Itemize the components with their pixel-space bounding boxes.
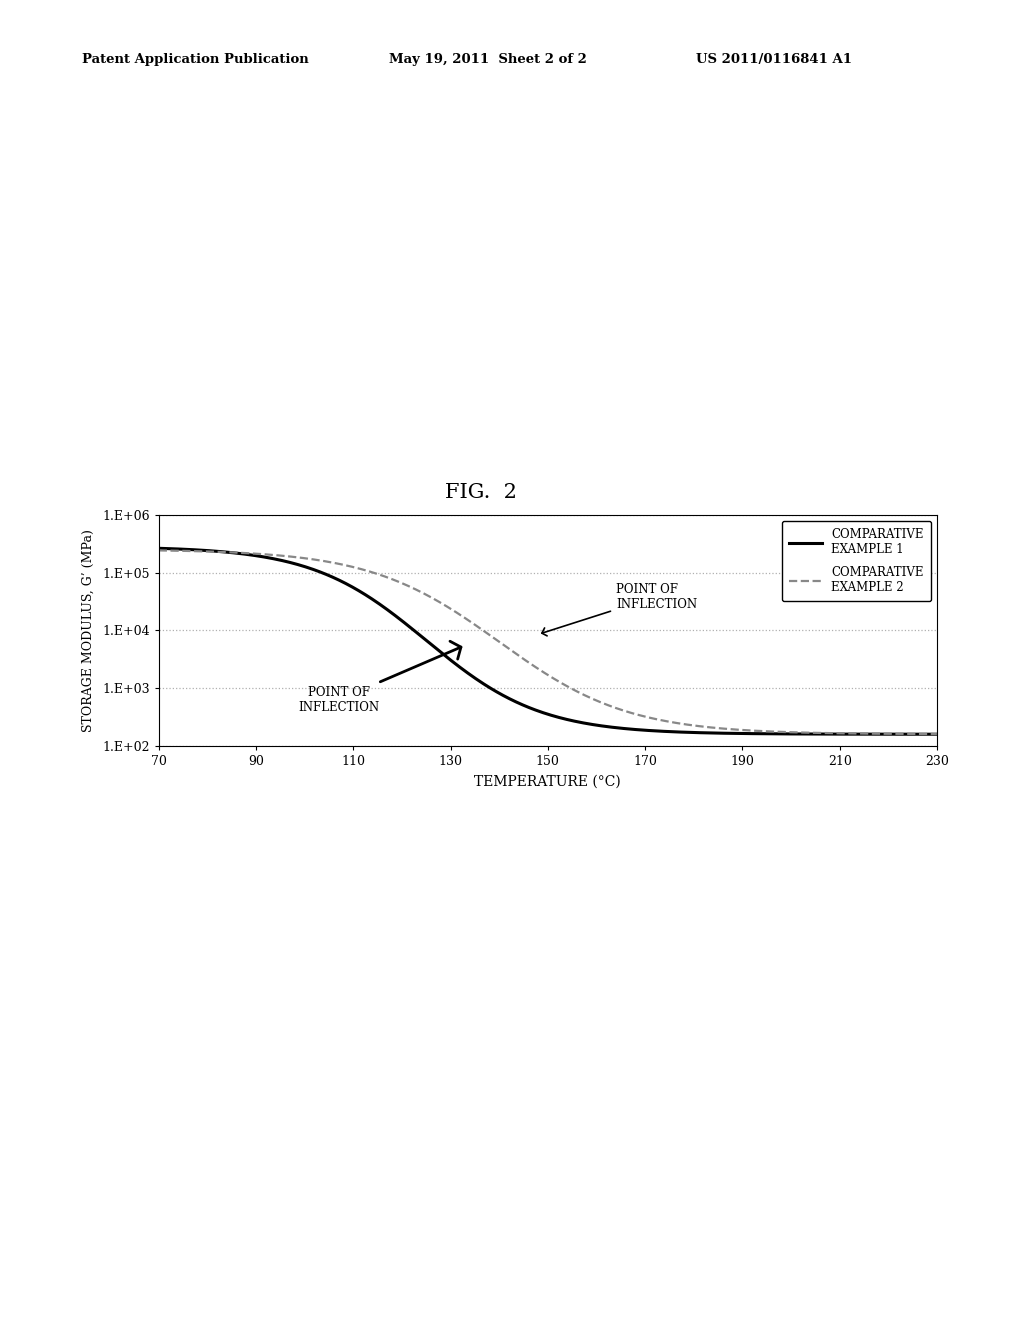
Text: POINT OF
INFLECTION: POINT OF INFLECTION: [542, 582, 697, 636]
COMPARATIVE
EXAMPLE 1: [738, 726, 751, 742]
COMPARATIVE
EXAMPLE 2: [290, 549, 302, 565]
Text: FIG.  2: FIG. 2: [445, 483, 517, 502]
COMPARATIVE
EXAMPLE 1: [505, 692, 517, 708]
COMPARATIVE
EXAMPLE 2: [505, 643, 517, 659]
COMPARATIVE
EXAMPLE 1: [290, 556, 302, 572]
Legend: COMPARATIVE
EXAMPLE 1, COMPARATIVE
EXAMPLE 2: COMPARATIVE EXAMPLE 1, COMPARATIVE EXAMP…: [782, 520, 931, 602]
Y-axis label: STORAGE MODULUS, G’ (MPa): STORAGE MODULUS, G’ (MPa): [82, 529, 95, 731]
COMPARATIVE
EXAMPLE 1: [673, 725, 685, 741]
Text: Patent Application Publication: Patent Application Publication: [82, 53, 308, 66]
COMPARATIVE
EXAMPLE 2: [611, 701, 624, 717]
COMPARATIVE
EXAMPLE 1: [931, 726, 943, 742]
COMPARATIVE
EXAMPLE 1: [352, 583, 365, 599]
Line: COMPARATIVE
EXAMPLE 1: COMPARATIVE EXAMPLE 1: [159, 548, 937, 734]
COMPARATIVE
EXAMPLE 2: [153, 543, 165, 558]
Text: US 2011/0116841 A1: US 2011/0116841 A1: [696, 53, 852, 66]
X-axis label: TEMPERATURE (°C): TEMPERATURE (°C): [474, 775, 622, 789]
COMPARATIVE
EXAMPLE 2: [673, 715, 685, 731]
COMPARATIVE
EXAMPLE 2: [738, 722, 751, 738]
COMPARATIVE
EXAMPLE 1: [153, 540, 165, 556]
COMPARATIVE
EXAMPLE 2: [352, 561, 365, 577]
Line: COMPARATIVE
EXAMPLE 2: COMPARATIVE EXAMPLE 2: [159, 550, 937, 734]
COMPARATIVE
EXAMPLE 1: [611, 719, 624, 735]
Text: May 19, 2011  Sheet 2 of 2: May 19, 2011 Sheet 2 of 2: [389, 53, 587, 66]
Text: POINT OF
INFLECTION: POINT OF INFLECTION: [298, 642, 461, 714]
COMPARATIVE
EXAMPLE 2: [931, 726, 943, 742]
